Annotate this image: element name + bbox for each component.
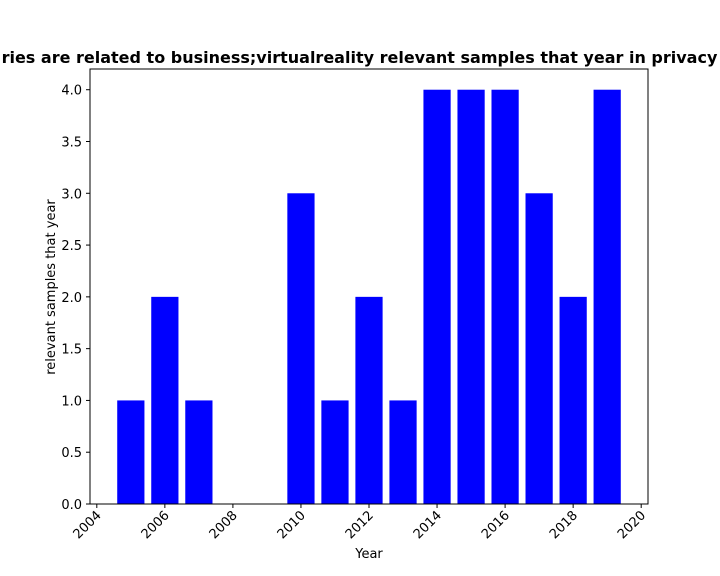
y-tick-label: 4.0 bbox=[61, 84, 82, 99]
x-tick-label: 2004 bbox=[71, 508, 105, 542]
y-axis-label: relevant samples that year bbox=[44, 199, 59, 375]
y-tick-label: 3.0 bbox=[61, 187, 82, 202]
bar-2015 bbox=[457, 89, 485, 504]
bar-2019 bbox=[593, 89, 621, 504]
bars-group bbox=[117, 89, 621, 505]
bar-2014 bbox=[423, 89, 451, 504]
y-tick-label: 2.0 bbox=[61, 291, 82, 306]
x-tick-label: 2016 bbox=[479, 508, 513, 542]
y-ticks-group: 0.0 0.5 1.0 1.5 2.0 2.5 3.0 3.5 4.0 bbox=[61, 84, 90, 513]
bar-2013 bbox=[389, 400, 417, 504]
y-tick-label: 1.0 bbox=[61, 394, 82, 409]
bar-2006 bbox=[151, 296, 179, 504]
chart-title: ries are related to business;virtualreal… bbox=[2, 48, 720, 67]
x-tick-label: 2010 bbox=[275, 508, 309, 542]
y-tick-label: 3.5 bbox=[61, 136, 82, 151]
x-tick-label: 2020 bbox=[615, 508, 649, 542]
bar-2016 bbox=[491, 89, 519, 504]
plot-frame bbox=[89, 68, 649, 505]
y-tick-label: 1.5 bbox=[61, 343, 82, 358]
x-tick-label: 2018 bbox=[547, 508, 581, 542]
x-tick-label: 2014 bbox=[411, 508, 445, 542]
y-tick-label: 0.0 bbox=[61, 498, 82, 513]
x-tick-label: 2012 bbox=[343, 508, 377, 542]
bar-2005 bbox=[117, 400, 145, 504]
bar-2012 bbox=[355, 296, 383, 504]
bar-2011 bbox=[321, 400, 349, 504]
y-tick-label: 0.5 bbox=[61, 446, 82, 461]
y-tick-label: 2.5 bbox=[61, 239, 82, 254]
x-tick-label: 2006 bbox=[139, 508, 173, 542]
bar-2010 bbox=[287, 193, 315, 505]
x-ticks-group: 2004 2006 2008 2010 2012 2014 2016 2018 2020 bbox=[71, 504, 649, 542]
bar-2018 bbox=[559, 296, 587, 504]
bar-2017 bbox=[525, 193, 553, 505]
bar-2007 bbox=[185, 400, 213, 504]
x-axis-label: Year bbox=[354, 547, 383, 562]
x-tick-label: 2008 bbox=[207, 508, 241, 542]
